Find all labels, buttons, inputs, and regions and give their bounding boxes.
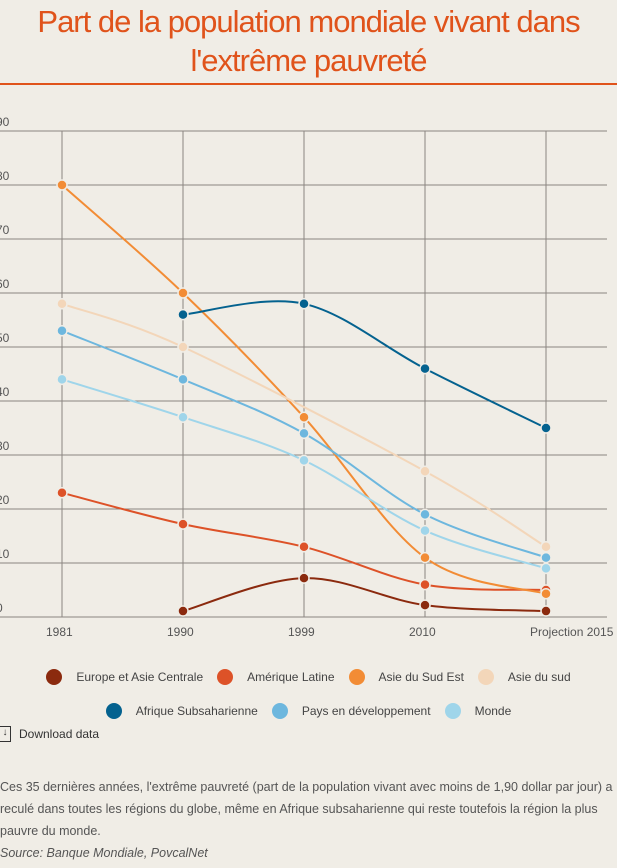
legend-row: Europe et Asie Centrale Amérique Latine As… bbox=[0, 660, 617, 694]
title-divider bbox=[0, 83, 617, 85]
legend-item[interactable]: Asie du sud bbox=[477, 669, 571, 685]
legend-swatch bbox=[46, 669, 63, 685]
y-tick-label: 10 bbox=[0, 547, 10, 561]
y-tick-label: 70 bbox=[0, 223, 10, 237]
legend-swatch bbox=[105, 703, 122, 719]
y-tick-label: 40 bbox=[0, 385, 10, 399]
y-tick-label: 90 bbox=[0, 115, 10, 129]
legend-item[interactable]: Pays en développement bbox=[271, 703, 431, 719]
data-point bbox=[419, 524, 431, 537]
data-point bbox=[540, 541, 552, 553]
x-tick-label: 1990 bbox=[167, 625, 194, 639]
data-point bbox=[419, 465, 431, 477]
legend-label: Asie du Sud Est bbox=[378, 670, 464, 684]
legend-swatch bbox=[271, 703, 288, 719]
series-line bbox=[182, 300, 547, 429]
data-point bbox=[56, 179, 68, 191]
legend-swatch bbox=[444, 703, 461, 719]
data-point bbox=[298, 454, 310, 467]
data-point bbox=[540, 422, 552, 434]
data-point bbox=[419, 551, 431, 564]
data-point bbox=[540, 551, 552, 564]
data-point bbox=[419, 599, 431, 611]
source-text: Source: Banque Mondiale, PovcalNet bbox=[0, 846, 208, 860]
chart-title: Part de la population mondiale vivant da… bbox=[37, 4, 580, 78]
data-point bbox=[419, 578, 431, 591]
legend-label: Asie du sud bbox=[507, 670, 571, 684]
x-tick-label: 2010 bbox=[409, 625, 436, 639]
data-point bbox=[56, 298, 68, 310]
data-point bbox=[177, 308, 189, 321]
data-point bbox=[56, 373, 68, 386]
data-point bbox=[177, 373, 189, 386]
data-point bbox=[419, 508, 431, 521]
data-point bbox=[177, 341, 189, 353]
data-point bbox=[177, 411, 189, 423]
legend-label: Amérique Latine bbox=[247, 670, 335, 684]
y-tick-label: 80 bbox=[0, 169, 10, 183]
y-tick-label: 30 bbox=[0, 439, 10, 453]
data-point bbox=[56, 325, 68, 337]
series-line bbox=[182, 577, 547, 613]
data-point bbox=[540, 588, 552, 600]
legend-label: Afrique Subsaharienne bbox=[135, 704, 258, 718]
data-point bbox=[298, 572, 310, 584]
legend-label: Pays en développement bbox=[301, 704, 431, 718]
data-point bbox=[298, 427, 310, 440]
legend-label: Europe et Asie Centrale bbox=[76, 670, 204, 684]
legend-item[interactable]: Asie du Sud Est bbox=[348, 669, 464, 685]
legend-swatch bbox=[477, 669, 494, 685]
legend-item[interactable]: Afrique Subsaharienne bbox=[105, 703, 258, 719]
legend-row: Afrique Subsaharienne Pays en développeme… bbox=[0, 694, 617, 728]
data-point bbox=[298, 541, 310, 553]
data-point bbox=[56, 487, 68, 499]
series-line bbox=[61, 302, 547, 548]
legend-label: Monde bbox=[474, 704, 512, 718]
legend-item[interactable]: Monde bbox=[444, 703, 512, 719]
y-tick-label: 50 bbox=[0, 331, 10, 345]
data-point bbox=[540, 605, 552, 617]
x-tick-label: 1999 bbox=[288, 625, 315, 639]
x-tick-label: 1981 bbox=[46, 625, 73, 639]
data-point bbox=[419, 362, 431, 375]
data-point bbox=[177, 518, 189, 530]
legend: Europe et Asie Centrale Amérique Latine As… bbox=[0, 660, 617, 728]
y-tick-label: 0 bbox=[0, 601, 3, 615]
download-icon: ↓ bbox=[0, 726, 11, 742]
legend-swatch bbox=[348, 669, 365, 685]
y-tick-label: 60 bbox=[0, 277, 10, 291]
data-point bbox=[298, 411, 310, 423]
download-label: Download data bbox=[19, 727, 100, 741]
data-point bbox=[298, 298, 310, 310]
data-point bbox=[177, 287, 189, 299]
legend-item[interactable]: Europe et Asie Centrale bbox=[46, 669, 203, 685]
line-chart: 0 10 20 30 40 50 60 70 80 90 1981 1990 1999 2010 Proje… bbox=[0, 115, 614, 639]
download-data-button[interactable]: ↓ Download data bbox=[0, 726, 99, 742]
description: Ces 35 dernières années, l'extrême pauvr… bbox=[0, 776, 617, 864]
x-tick-label: Projection 2015 bbox=[530, 625, 614, 639]
data-point bbox=[540, 562, 552, 575]
data-point bbox=[177, 605, 189, 617]
description-text: Ces 35 dernières années, l'extrême pauvr… bbox=[0, 780, 613, 838]
legend-item[interactable]: Amérique Latine bbox=[217, 669, 335, 685]
y-tick-label: 20 bbox=[0, 493, 10, 507]
legend-swatch bbox=[217, 669, 234, 685]
